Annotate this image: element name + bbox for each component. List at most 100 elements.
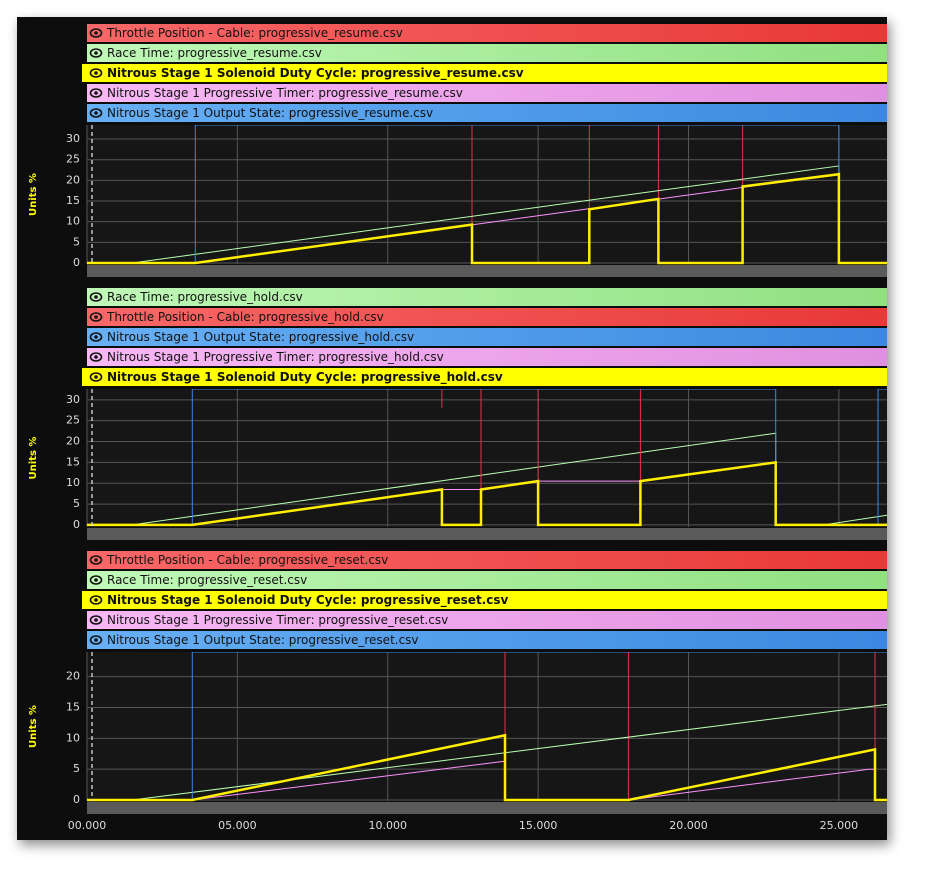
series-line (471, 125, 744, 225)
eye-icon (89, 615, 103, 625)
y-tick-label: 20 (66, 670, 80, 683)
legend-row[interactable] (87, 44, 887, 62)
plot-area (87, 389, 887, 527)
series-line (87, 460, 887, 527)
legend-row[interactable] (87, 348, 887, 366)
eye-pupil (94, 335, 98, 339)
x-tick-label: 20.000 (669, 819, 708, 832)
y-axis-label: Units % (28, 705, 39, 748)
y-tick-label: 5 (73, 235, 80, 248)
legend-label: Nitrous Stage 1 Solenoid Duty Cycle: pro… (107, 370, 503, 385)
y-tick-label: 10 (66, 731, 80, 744)
y-tick-label: 30 (66, 393, 80, 406)
eye-pupil (94, 558, 98, 562)
legend-row[interactable] (87, 84, 887, 102)
x-tick-label: 00.000 (68, 819, 107, 832)
eye-icon (89, 28, 103, 38)
y-tick-label: 15 (66, 701, 80, 714)
legend-row[interactable] (87, 571, 887, 589)
y-tick-label: 25 (66, 153, 80, 166)
series-line (441, 389, 641, 490)
legend-row[interactable] (87, 611, 887, 629)
eye-icon (89, 555, 103, 565)
legend-label: Race Time: progressive_hold.csv (107, 290, 303, 304)
x-tick-label: 05.000 (218, 819, 257, 832)
legend-row[interactable] (87, 24, 887, 42)
eye-pupil (94, 355, 98, 359)
eye-icon (89, 352, 103, 362)
plot-area (87, 125, 887, 264)
y-axis-label: Units % (28, 437, 39, 480)
eye-pupil (94, 375, 98, 379)
series-line (87, 733, 887, 802)
y-tick-label: 5 (73, 762, 80, 775)
y-tick-label: 15 (66, 194, 80, 207)
legend-row[interactable] (87, 631, 887, 649)
y-tick-label: 10 (66, 215, 80, 228)
legend-label: Nitrous Stage 1 Output State: progressiv… (107, 106, 433, 120)
legend-label: Race Time: progressive_reset.csv (107, 573, 307, 587)
eye-pupil (94, 111, 98, 115)
y-tick-label: 0 (73, 256, 80, 269)
eye-pupil (94, 578, 98, 582)
y-tick-label: 10 (66, 476, 80, 489)
y-tick-label: 15 (66, 455, 80, 468)
eye-icon (89, 575, 103, 585)
eye-pupil (94, 638, 98, 642)
y-axis-label: Units % (28, 173, 39, 216)
legend-row[interactable] (82, 591, 887, 609)
eye-pupil (94, 71, 98, 75)
eye-pupil (94, 618, 98, 622)
eye-pupil (94, 91, 98, 95)
legend-label: Nitrous Stage 1 Solenoid Duty Cycle: pro… (107, 66, 524, 81)
legend-label: Nitrous Stage 1 Output State: progressiv… (107, 330, 414, 344)
x-tick-label: 15.000 (519, 819, 558, 832)
legend-label: Nitrous Stage 1 Output State: progressiv… (107, 633, 419, 647)
legend-label: Nitrous Stage 1 Progressive Timer: progr… (107, 613, 448, 627)
legend-label: Throttle Position - Cable: progressive_h… (106, 310, 384, 324)
eye-icon (89, 68, 103, 78)
legend-label: Throttle Position - Cable: progressive_r… (106, 26, 403, 40)
eye-icon (89, 372, 103, 382)
eye-pupil (94, 31, 98, 35)
series-line (87, 389, 887, 526)
y-tick-label: 20 (66, 435, 80, 448)
legend-label: Throttle Position - Cable: progressive_r… (106, 553, 388, 567)
eye-pupil (94, 51, 98, 55)
eye-icon (89, 595, 103, 605)
eye-icon (89, 292, 103, 302)
legend-row[interactable] (87, 288, 887, 306)
y-tick-label: 5 (73, 497, 80, 510)
eye-icon (89, 635, 103, 645)
y-tick-label: 25 (66, 414, 80, 427)
x-tick-label: 25.000 (820, 819, 859, 832)
y-tick-label: 0 (73, 518, 80, 531)
eye-pupil (94, 598, 98, 602)
scrollbar (87, 528, 887, 540)
eye-pupil (94, 295, 98, 299)
legend-row[interactable] (87, 551, 887, 569)
plot-area (87, 652, 887, 801)
legend-label: Nitrous Stage 1 Progressive Timer: progr… (107, 86, 463, 100)
scrollbar (87, 802, 887, 814)
legend-row[interactable] (82, 64, 887, 82)
legend-row[interactable] (82, 368, 887, 386)
legend-label: Nitrous Stage 1 Progressive Timer: progr… (107, 350, 444, 364)
scrollbar (87, 265, 887, 277)
eye-icon (89, 312, 103, 322)
x-tick-label: 10.000 (369, 819, 408, 832)
y-tick-label: 30 (66, 132, 80, 145)
eye-icon (89, 108, 103, 118)
eye-icon (89, 48, 103, 58)
eye-icon (89, 88, 103, 98)
series-line (87, 172, 887, 265)
y-tick-label: 20 (66, 173, 80, 186)
legend-label: Nitrous Stage 1 Solenoid Duty Cycle: pro… (107, 593, 508, 608)
legend-row[interactable] (87, 308, 887, 326)
eye-pupil (94, 315, 98, 319)
legend-row[interactable] (87, 328, 887, 346)
eye-icon (89, 332, 103, 342)
legend-row[interactable] (87, 104, 887, 122)
